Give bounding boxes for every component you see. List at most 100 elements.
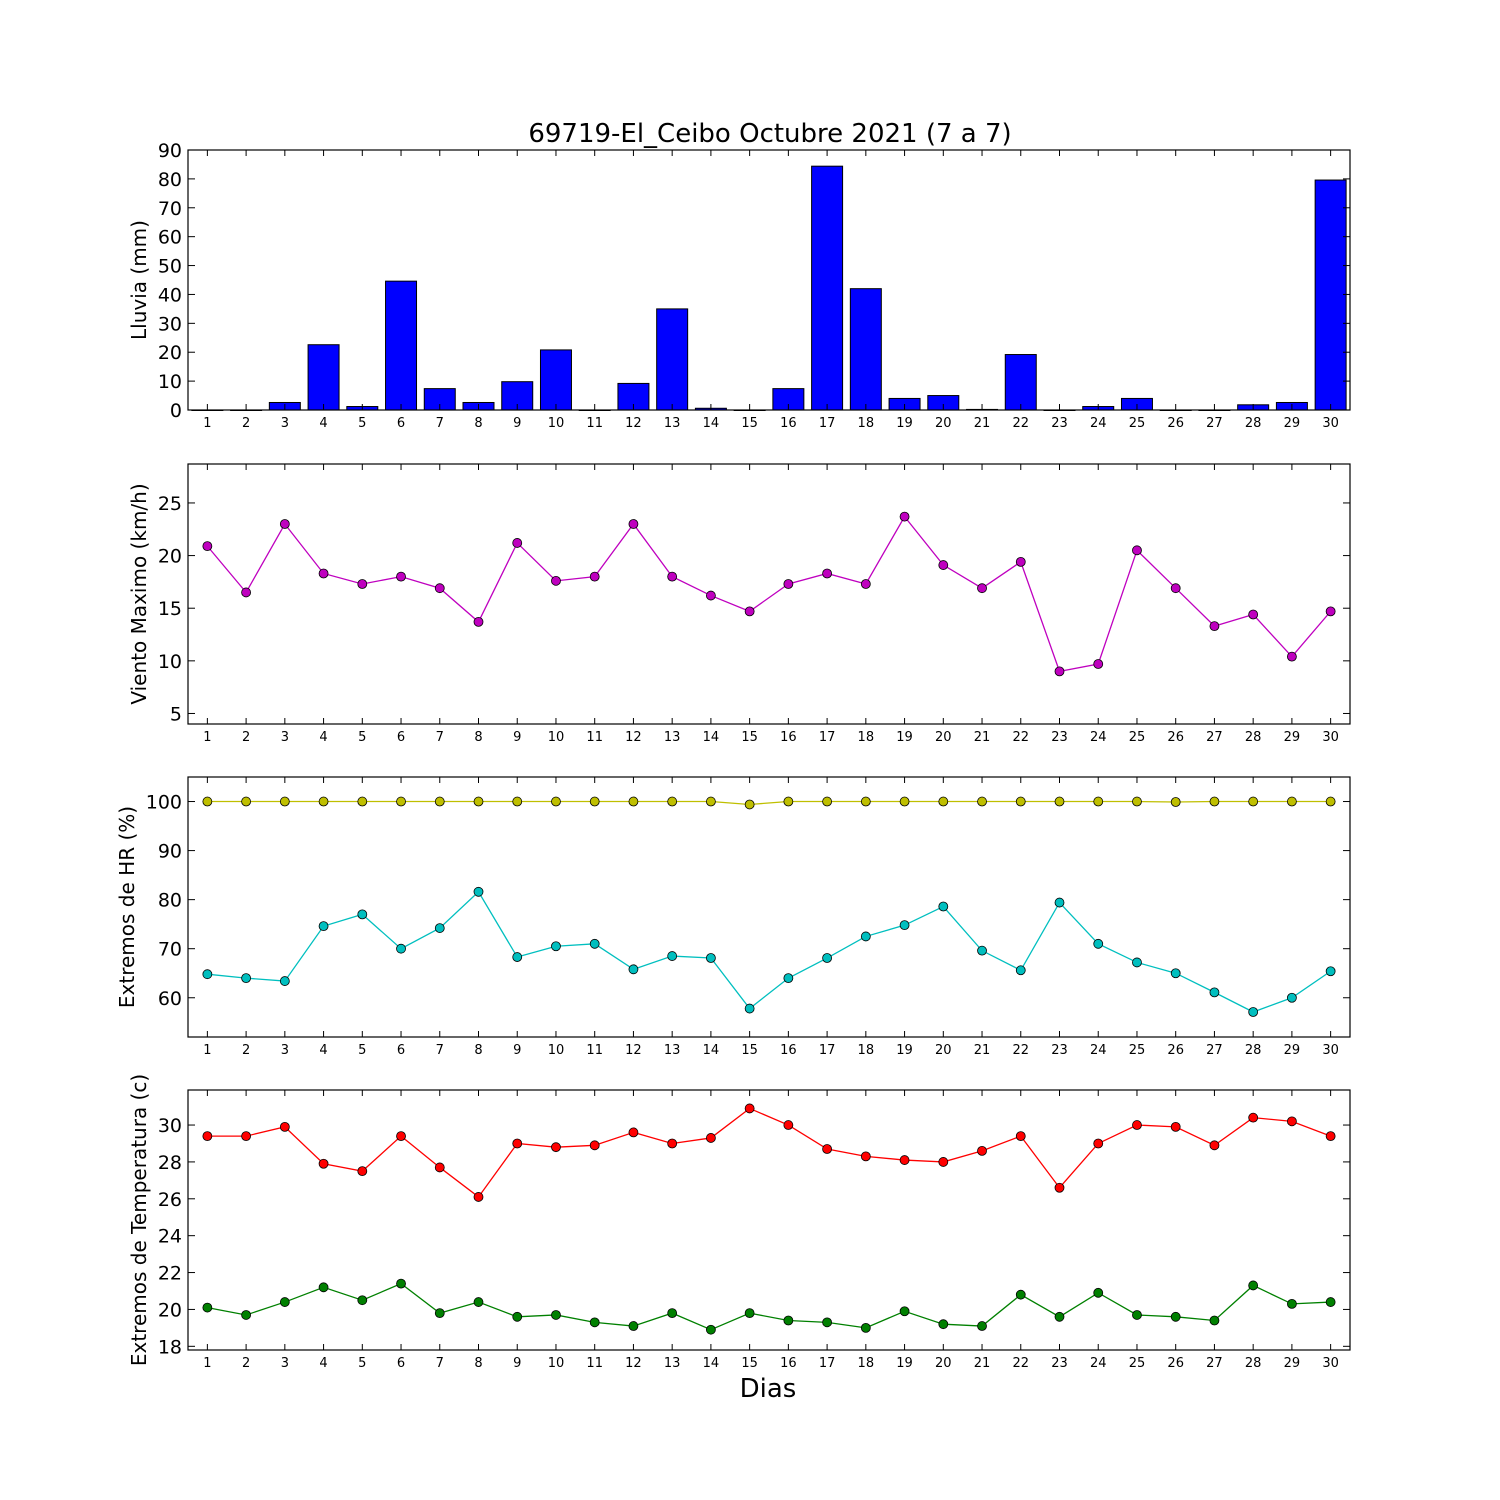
point-s1-day-28: [1248, 796, 1259, 807]
point-s2-day-21: [977, 1321, 987, 1331]
x-tick-label: 5: [358, 730, 366, 745]
x-tick-label: 21: [974, 416, 991, 431]
point-s1-day-9: [512, 1138, 523, 1149]
point-s1-day-2: [241, 587, 252, 598]
point-s1-day-16: [783, 579, 794, 589]
point-s2-day-9: [512, 1311, 523, 1322]
x-tick-label: 20: [935, 1043, 952, 1058]
point-s1-day-21: [977, 796, 987, 807]
point-s1-day-10: [551, 1142, 561, 1153]
point-s2-day-12: [628, 964, 639, 975]
y-tick-label: 18: [158, 1336, 182, 1358]
x-tick-label: 25: [1129, 730, 1146, 745]
axes-frame: [187, 463, 1351, 725]
point-s1-day-25: [1132, 545, 1142, 556]
point-s1-day-24: [1093, 659, 1104, 669]
point-s1-day-19: [899, 1155, 910, 1165]
x-tick-label: 22: [1012, 1356, 1029, 1371]
point-s1-day-14: [706, 1133, 716, 1143]
x-tick-label: 30: [1322, 1043, 1339, 1058]
point-s1-day-1: [202, 796, 213, 807]
x-tick-label: 2: [242, 1356, 250, 1371]
point-s1-day-4: [318, 796, 329, 807]
x-tick-label: 7: [436, 1043, 444, 1058]
point-s1-day-9: [512, 796, 523, 807]
point-s2-day-30: [1325, 966, 1336, 977]
x-tick-label: 12: [625, 416, 642, 431]
y-tick-label: 70: [158, 939, 182, 961]
bar-day-30: [1314, 179, 1347, 411]
x-tick-label: 4: [319, 416, 327, 431]
point-s2-day-26: [1170, 968, 1181, 979]
point-s2-day-29: [1287, 992, 1297, 1003]
point-s1-day-15: [744, 1103, 755, 1114]
bar-day-6: [385, 280, 418, 411]
point-s2-day-10: [551, 941, 561, 952]
point-s2-day-13: [667, 951, 678, 961]
point-s1-day-14: [706, 796, 716, 807]
x-tick-label: 17: [819, 1356, 836, 1371]
x-tick-label: 9: [513, 1356, 521, 1371]
point-s2-day-18: [860, 1322, 871, 1333]
point-s1-day-19: [899, 511, 910, 522]
point-s1-day-3: [279, 796, 290, 807]
point-s2-day-11: [589, 1317, 600, 1328]
point-s1-day-17: [822, 568, 832, 579]
point-s1-day-7: [434, 583, 445, 594]
point-s1-day-15: [744, 799, 755, 810]
axes-frame: [187, 1089, 1351, 1351]
point-s1-day-5: [357, 579, 368, 589]
point-s1-day-12: [628, 796, 639, 807]
y-tick-label: 24: [158, 1226, 182, 1248]
x-tick-label: 14: [703, 730, 720, 745]
series-line-2: [207, 1282, 1331, 1331]
point-s2-day-26: [1170, 1311, 1181, 1322]
x-tick-label: 26: [1167, 1356, 1184, 1371]
y-tick-label: 0: [170, 400, 182, 422]
point-s2-day-2: [241, 1310, 252, 1320]
point-s1-day-1: [202, 1131, 213, 1141]
y-tick-label: 60: [158, 227, 182, 249]
panel-3: 1 2 3 4 5 6 7 8 9 10 11 12 13 14 15 16 17 18 19 20 21 22 23 24 2…: [115, 776, 1351, 1058]
point-s1-day-21: [977, 1145, 987, 1156]
x-tick-label: 11: [586, 730, 603, 745]
point-s1-day-22: [1015, 1131, 1026, 1141]
y-tick-label: 20: [158, 546, 182, 568]
x-tick-label: 21: [974, 730, 991, 745]
y-tick-label: 100: [146, 792, 182, 814]
point-s1-day-23: [1054, 666, 1065, 677]
point-s1-day-20: [938, 796, 949, 807]
y-tick-label: 30: [158, 313, 182, 335]
point-s2-day-8: [473, 886, 484, 897]
point-s1-day-6: [396, 571, 406, 582]
x-tick-label: 19: [896, 1043, 913, 1058]
x-tick-label: 27: [1206, 730, 1223, 745]
y-tick-label: 20: [158, 1299, 182, 1321]
x-tick-label: 7: [436, 416, 444, 431]
point-s1-day-17: [822, 796, 832, 807]
point-s1-day-8: [473, 796, 484, 807]
point-s2-day-16: [783, 1315, 794, 1326]
point-s1-day-11: [589, 571, 600, 582]
x-tick-label: 27: [1206, 416, 1223, 431]
bar-day-18: [849, 288, 882, 411]
x-axis-label: Dias: [740, 1374, 797, 1404]
x-tick-label: 1: [203, 1356, 211, 1371]
point-s2-day-24: [1093, 1287, 1104, 1298]
point-s1-day-13: [667, 571, 678, 582]
x-tick-label: 8: [474, 1043, 482, 1058]
point-s2-day-15: [744, 1003, 755, 1014]
x-tick-label: 5: [358, 1043, 366, 1058]
x-tick-label: 23: [1051, 1356, 1068, 1371]
x-tick-label: 16: [780, 730, 797, 745]
point-s2-day-4: [318, 921, 329, 932]
point-s2-day-8: [473, 1297, 484, 1307]
bar-day-13: [656, 308, 689, 411]
point-s1-day-6: [396, 796, 406, 807]
x-tick-label: 18: [858, 1356, 875, 1371]
x-tick-label: 15: [741, 1043, 758, 1058]
x-tick-label: 4: [319, 1356, 327, 1371]
y-axis-label: Extremos de Temperatura (c): [127, 1074, 151, 1366]
plots-group: 1 2 3 4 5 6 7 8 9 10 11 12 13 14 15 16 17 18 19 20 21 22 23 24 2…: [115, 140, 1351, 1371]
point-s1-day-22: [1015, 556, 1026, 567]
